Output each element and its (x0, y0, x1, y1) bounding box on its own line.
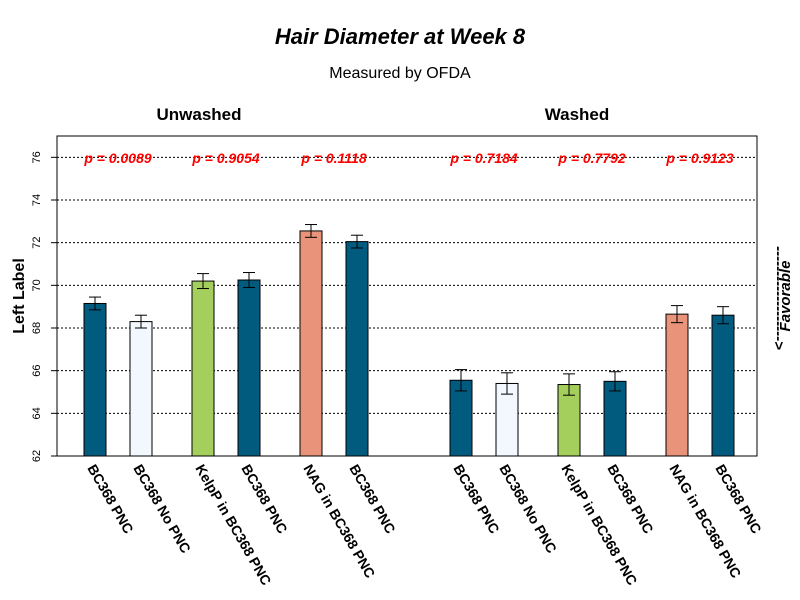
y-tick-label: 74 (31, 194, 43, 206)
bar (191, 280, 215, 457)
y-axis-label: Left Label (11, 258, 28, 334)
chart-title: Hair Diameter at Week 8 (275, 24, 526, 49)
p-value-label: p = 0.7792 (557, 150, 626, 166)
y-tick-label: 66 (31, 365, 43, 377)
bar (665, 313, 689, 457)
y-tick-label: 72 (31, 237, 43, 249)
bar (449, 379, 473, 457)
favorable-arrow: -------------------> (770, 246, 787, 350)
group-label-washed: Washed (545, 105, 610, 124)
chart-subtitle: Measured by OFDA (329, 65, 471, 82)
bar (299, 230, 323, 457)
category-label: BC368 No PNC (496, 462, 560, 556)
category-label: BC368 PNC (84, 462, 136, 537)
bar (237, 279, 261, 457)
bar (711, 314, 735, 457)
group-label-unwashed: Unwashed (156, 105, 241, 124)
y-tick-label: 62 (31, 450, 43, 462)
category-label: BC368 PNC (450, 462, 502, 537)
bar (129, 321, 153, 457)
p-value-label: p = 0.7184 (449, 150, 518, 166)
plot-frame (56, 135, 758, 457)
category-label: BC368 No PNC (130, 462, 194, 556)
y-tick-label: 70 (31, 279, 43, 291)
p-value-label: p = 0.1118 (300, 150, 366, 166)
p-value-label: p = 0.9123 (665, 150, 734, 166)
bar (345, 241, 369, 457)
category-label: BC368 PNC (712, 462, 764, 537)
grid-lines (57, 156, 757, 414)
bar (603, 380, 627, 457)
category-label: BC368 PNC (238, 462, 290, 537)
p-value-label: p = 0.0089 (83, 150, 152, 166)
p-value-label: p = 0.9054 (191, 150, 260, 166)
axes: 62 64 66 68 70 72 74 76 (31, 135, 758, 462)
bar (83, 302, 107, 457)
category-label: BC368 PNC (604, 462, 656, 537)
y-tick-label: 76 (31, 151, 43, 163)
favorable-label: Favorable (777, 261, 794, 332)
category-label: BC368 PNC (346, 462, 398, 537)
y-tick-label: 64 (31, 407, 43, 419)
y-tick-label: 68 (31, 322, 43, 334)
bars (83, 224, 735, 457)
